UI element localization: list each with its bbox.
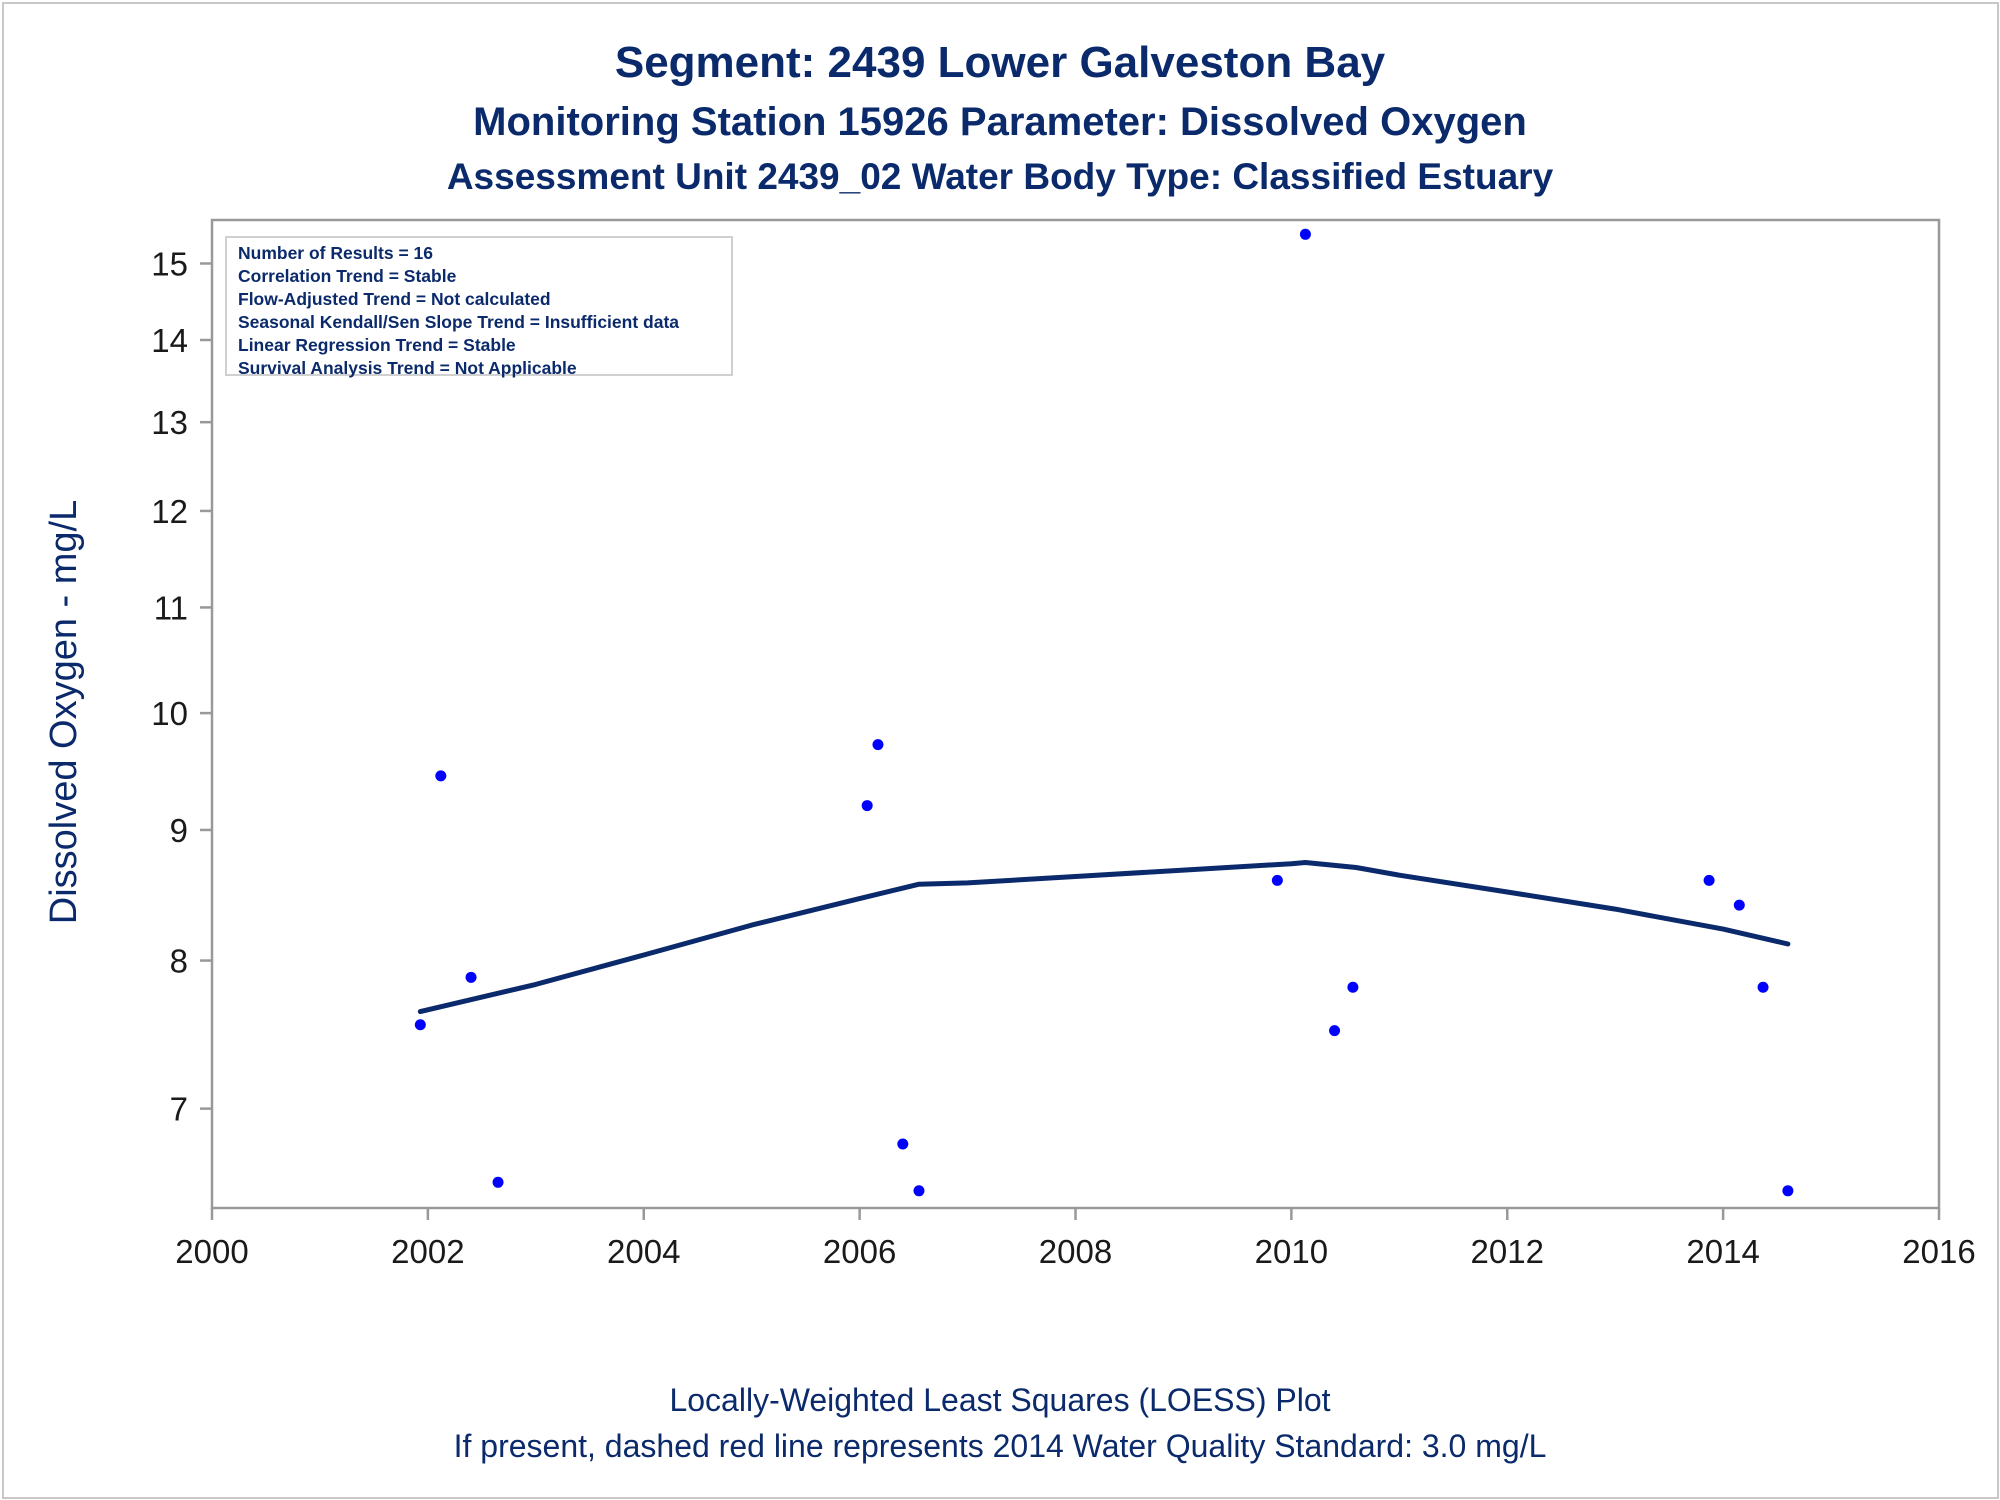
data-point [1757,981,1769,993]
x-tick-label: 2014 [1686,1233,1759,1270]
y-tick-label: 9 [170,812,188,849]
y-axis-label: Dissolved Oxygen - mg/L [43,500,85,925]
data-point [1703,874,1715,886]
x-tick-label: 2010 [1255,1233,1328,1270]
trend-stats-box: Number of Results = 16 Correlation Trend… [225,236,733,378]
data-point [1733,899,1745,911]
y-tick-label: 13 [151,404,188,441]
x-tick-label: 2002 [391,1233,464,1270]
stat-seasonal-kendall-trend: Seasonal Kendall/Sen Slope Trend = Insuf… [238,312,680,332]
data-point [897,1138,909,1150]
y-tick-label: 8 [170,943,188,980]
y-tick-label: 10 [151,695,188,732]
chart-subtitle: Monitoring Station 15926 Parameter: Diss… [473,100,1527,144]
stat-survival-analysis-trend: Survival Analysis Trend = Not Applicable [238,358,577,378]
x-tick-label: 2006 [823,1233,896,1270]
stat-correlation-trend: Correlation Trend = Stable [238,266,457,286]
data-series [414,228,1794,1197]
data-point [465,971,477,983]
stat-flow-adjusted-trend: Flow-Adjusted Trend = Not calculated [238,289,551,309]
x-tick-label: 2012 [1471,1233,1544,1270]
y-axis-ticks: 7 8 9 10 11 12 13 14 15 [151,245,212,1128]
loess-line [417,860,1791,1015]
data-point [1271,874,1283,886]
y-tick-label: 7 [170,1091,188,1128]
chart-title: Segment: 2439 Lower Galveston Bay [614,38,1386,87]
footnote-standard: If present, dashed red line represents 2… [453,1428,1547,1464]
chart-subtitle-2: Assessment Unit 2439_02 Water Body Type:… [446,156,1554,197]
data-point [861,800,873,812]
x-tick-label: 2004 [607,1233,680,1270]
data-point [414,1019,426,1031]
data-point [872,739,884,751]
data-point [1299,228,1311,240]
x-axis-ticks: 2000 2002 2004 2006 2008 2010 2012 2014 2016 [175,1208,1976,1270]
footnote-plot-type: Locally-Weighted Least Squares (LOESS) P… [669,1382,1331,1418]
y-tick-label: 11 [154,589,188,626]
x-tick-label: 2016 [1902,1233,1975,1270]
y-tick-label: 15 [151,245,188,282]
data-point [1782,1185,1794,1197]
x-tick-label: 2000 [175,1233,248,1270]
x-tick-label: 2008 [1039,1233,1112,1270]
y-tick-label: 12 [151,493,188,530]
stat-number-of-results: Number of Results = 16 [238,243,433,263]
y-tick-label: 14 [151,322,188,359]
data-point [1347,981,1359,993]
data-point [435,770,447,782]
data-point [913,1185,925,1197]
data-point [1329,1025,1341,1037]
stat-linear-regression-trend: Linear Regression Trend = Stable [238,335,516,355]
data-point [492,1176,504,1188]
